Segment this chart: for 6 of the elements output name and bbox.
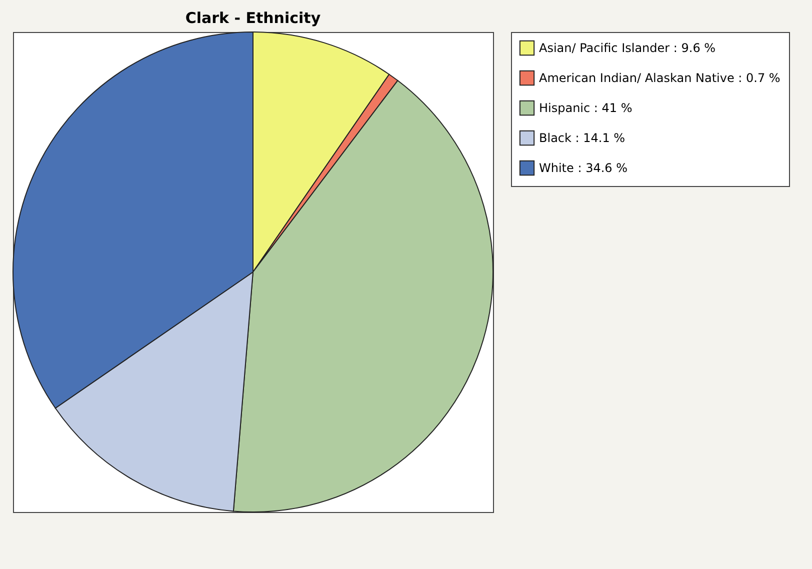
legend-label: Asian/ Pacific Islander : 9.6 % (539, 41, 716, 55)
legend-label: Hispanic : 41 % (539, 101, 632, 115)
legend-label: Black : 14.1 % (539, 131, 626, 145)
legend-label: White : 34.6 % (539, 161, 628, 175)
chart-title: Clark - Ethnicity (185, 9, 321, 27)
legend-label: American Indian/ Alaskan Native : 0.7 % (539, 71, 780, 85)
